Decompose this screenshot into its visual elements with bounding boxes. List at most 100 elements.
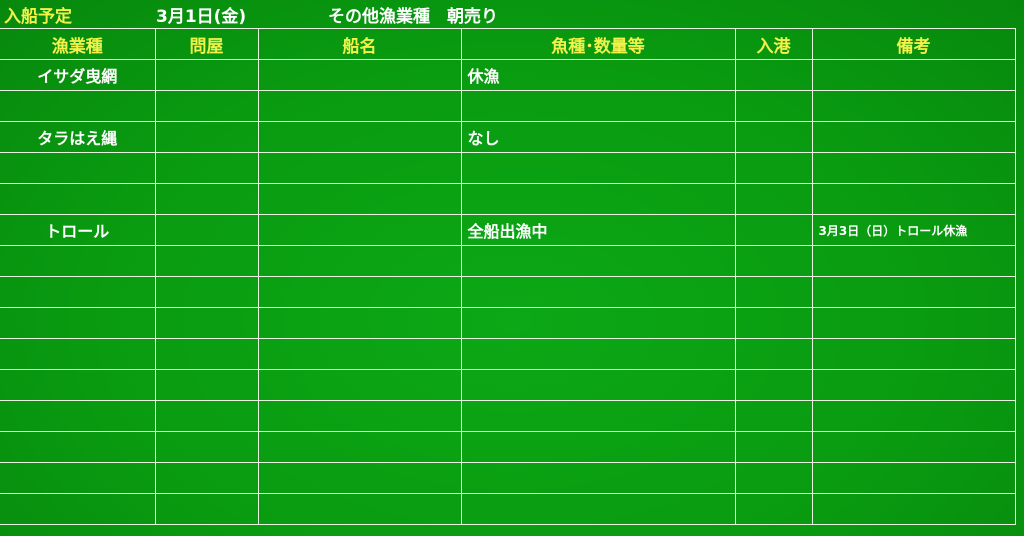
table-cell — [0, 338, 156, 370]
table-cell — [0, 183, 156, 215]
table-cell — [257, 59, 462, 91]
table-cell — [0, 152, 156, 184]
table-cell — [811, 183, 1016, 215]
table-cell — [734, 338, 813, 370]
table-cell — [154, 493, 259, 525]
table-row: タラはえ縄 なし — [0, 121, 1016, 153]
table-cell — [811, 338, 1016, 370]
table-cell — [811, 431, 1016, 463]
table-cell — [460, 493, 736, 525]
table-cell — [734, 214, 813, 246]
table-cell — [154, 152, 259, 184]
board-date: 3月1日(金) — [156, 7, 247, 27]
table-cell — [154, 400, 259, 432]
table-cell — [257, 400, 462, 432]
table-header-row: 漁業種 問屋 船名 魚種･数量等 入港 備考 — [0, 28, 1016, 60]
column-header: 問屋 — [154, 28, 259, 60]
table-cell — [257, 214, 462, 246]
table-cell — [460, 90, 736, 122]
table-cell — [811, 276, 1016, 308]
table-cell — [154, 431, 259, 463]
table-cell — [460, 307, 736, 339]
table-cell — [154, 183, 259, 215]
table-cell — [811, 369, 1016, 401]
table-cell: タラはえ縄 — [0, 121, 156, 153]
table-row — [0, 307, 1016, 339]
table-cell — [734, 462, 813, 494]
table-cell: なし — [460, 121, 736, 153]
table-cell — [811, 121, 1016, 153]
table-cell — [0, 462, 156, 494]
table-cell — [0, 90, 156, 122]
table-cell — [811, 59, 1016, 91]
table-cell — [257, 338, 462, 370]
table-cell: 休漁 — [460, 59, 736, 91]
table-cell — [734, 307, 813, 339]
column-header: 船名 — [257, 28, 462, 60]
table-cell — [257, 307, 462, 339]
table-cell — [811, 400, 1016, 432]
table-cell — [154, 214, 259, 246]
table-row — [0, 369, 1016, 401]
table-cell — [460, 462, 736, 494]
table-cell — [734, 90, 813, 122]
table-cell — [257, 90, 462, 122]
table-cell — [811, 245, 1016, 277]
board-header: 入船予定 3月1日(金) その他漁業種 朝売り — [0, 0, 1024, 28]
column-header: 入港 — [734, 28, 813, 60]
table-row — [0, 90, 1016, 122]
table-cell — [460, 276, 736, 308]
table-cell — [154, 462, 259, 494]
table-cell — [154, 307, 259, 339]
table-cell — [0, 369, 156, 401]
table-row — [0, 400, 1016, 432]
board-title: 入船予定 — [4, 7, 72, 27]
table-cell — [154, 338, 259, 370]
table-cell — [734, 369, 813, 401]
table-cell — [257, 431, 462, 463]
board-category: その他漁業種 朝売り — [328, 7, 498, 27]
table-row — [0, 493, 1016, 525]
column-header: 漁業種 — [0, 28, 156, 60]
table-cell — [257, 152, 462, 184]
table-cell — [0, 431, 156, 463]
table-cell — [154, 276, 259, 308]
table-row — [0, 245, 1016, 277]
table-cell — [460, 245, 736, 277]
table-cell — [460, 369, 736, 401]
table-cell — [0, 307, 156, 339]
table-cell — [154, 90, 259, 122]
table-cell — [460, 431, 736, 463]
table-cell — [0, 276, 156, 308]
table-cell — [811, 152, 1016, 184]
table-cell — [257, 493, 462, 525]
table-cell — [811, 462, 1016, 494]
column-header: 魚種･数量等 — [460, 28, 736, 60]
table-cell — [257, 369, 462, 401]
table-cell — [734, 245, 813, 277]
table-cell — [0, 400, 156, 432]
table-cell: 全船出漁中 — [460, 214, 736, 246]
table-cell — [734, 431, 813, 463]
table-cell: 3月3日（日）トロール休漁 — [811, 214, 1016, 246]
table-cell — [154, 59, 259, 91]
table-cell — [257, 121, 462, 153]
table-cell — [460, 183, 736, 215]
table-row: イサダ曳網 休漁 — [0, 59, 1016, 91]
table-cell — [154, 369, 259, 401]
table-row — [0, 462, 1016, 494]
table-cell — [734, 400, 813, 432]
table-cell — [734, 276, 813, 308]
table-cell — [257, 276, 462, 308]
table-cell — [257, 462, 462, 494]
table-cell — [0, 493, 156, 525]
table-cell — [811, 493, 1016, 525]
table-cell: トロール — [0, 214, 156, 246]
table-cell — [734, 59, 813, 91]
table-cell — [811, 307, 1016, 339]
table-row — [0, 276, 1016, 308]
table-cell — [734, 152, 813, 184]
table-cell — [257, 183, 462, 215]
table-cell — [734, 121, 813, 153]
table-row — [0, 431, 1016, 463]
